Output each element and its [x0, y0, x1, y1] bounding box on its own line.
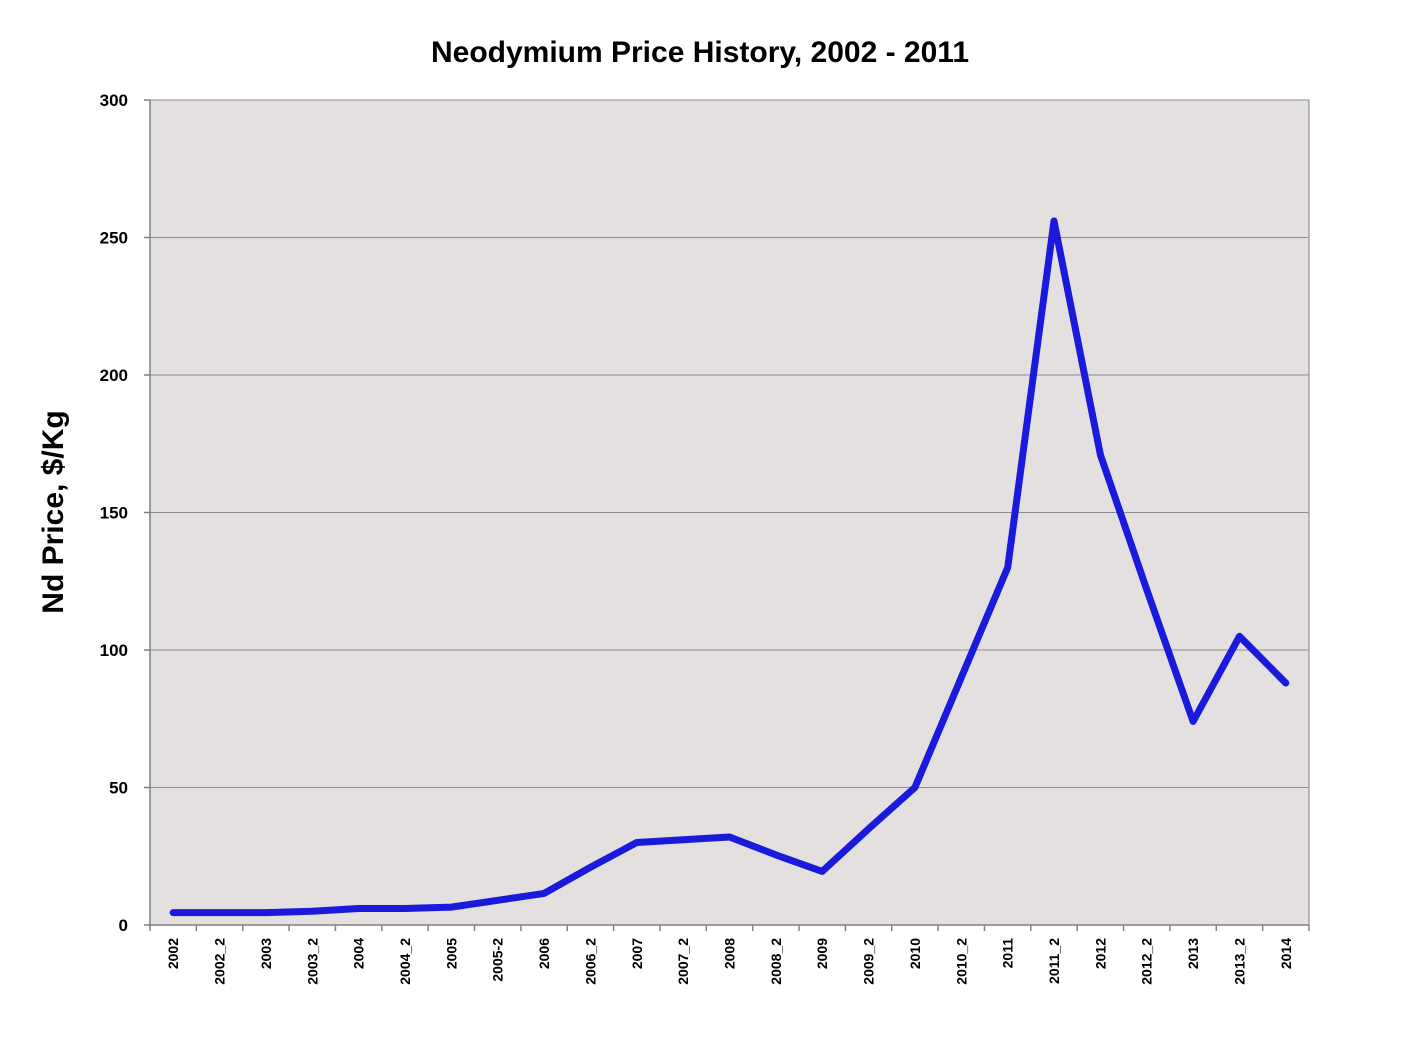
data-point	[404, 908, 406, 909]
y-tick-label: 150	[100, 504, 128, 523]
chart-title: Neodymium Price History, 2002 - 2011	[431, 36, 969, 69]
x-tick-label: 2003	[258, 938, 274, 969]
x-tick-label: 2005-2	[490, 938, 506, 982]
x-tick-label: 2006_2	[582, 938, 598, 985]
y-tick-label: 100	[100, 641, 128, 660]
y-axis-label: Nd Price, $/Kg	[37, 410, 70, 613]
data-point	[821, 870, 823, 872]
y-tick-label: 50	[109, 779, 128, 798]
gridlines	[150, 99, 1309, 788]
x-tick-label: 2006	[536, 938, 552, 969]
x-tick-label: 2008	[722, 938, 738, 969]
data-point	[358, 908, 360, 909]
y-tick-label: 200	[100, 366, 128, 385]
data-point	[960, 677, 962, 678]
data-point	[1099, 454, 1101, 456]
x-tick-label: 2009	[814, 938, 830, 969]
data-point	[265, 912, 267, 914]
data-point	[636, 842, 638, 843]
data-point	[775, 854, 777, 856]
x-tick-label: 2010_2	[953, 938, 969, 985]
x-tick-label: 2002	[165, 938, 181, 969]
x-tick-label: 2004	[351, 938, 367, 969]
data-point	[1285, 682, 1287, 684]
x-tick-label: 2002_2	[212, 938, 228, 985]
data-point	[450, 906, 452, 908]
x-tick-label: 2012_2	[1139, 938, 1155, 985]
data-point	[914, 787, 916, 788]
data-point	[311, 910, 313, 912]
x-tick-label: 2005	[443, 938, 459, 969]
x-tick-label: 2009_2	[861, 938, 877, 985]
x-tick-label: 2013	[1185, 938, 1201, 969]
y-tick-label: 0	[119, 916, 128, 935]
data-point	[682, 839, 684, 841]
x-tick-label: 2007	[629, 938, 645, 969]
data-point	[497, 899, 499, 901]
series-layer	[169, 217, 1290, 917]
x-tick-label: 2011	[1000, 938, 1016, 969]
x-tick-label: 2003_2	[304, 938, 320, 985]
x-tick-label: 2007_2	[675, 938, 691, 985]
data-point	[868, 828, 870, 830]
y-axis-ticks: 0 50 100 150 200 250 300	[100, 91, 150, 935]
x-tick-label: 2008_2	[768, 938, 784, 985]
data-point	[1053, 220, 1055, 222]
x-tick-label: 2013_2	[1231, 938, 1247, 985]
x-tick-label: 2010	[907, 938, 923, 969]
data-point	[1146, 589, 1148, 590]
x-axis-ticks: 2002 2002_2 2003 2003_2 2004 2004_2 2005 2005-2…	[149, 925, 1310, 985]
data-point	[729, 836, 730, 838]
x-tick-label: 2011_2	[1046, 938, 1062, 984]
data-point	[589, 866, 591, 868]
x-tick-label: 2014	[1278, 938, 1294, 969]
data-point	[219, 912, 221, 914]
data-point	[172, 912, 174, 914]
y-tick-label: 250	[100, 229, 128, 248]
data-point	[1007, 567, 1009, 568]
x-tick-label: 2012	[1092, 938, 1108, 969]
x-tick-label: 2004_2	[397, 938, 413, 985]
data-point	[1238, 635, 1240, 637]
y-tick-label: 300	[100, 91, 128, 110]
data-point	[543, 892, 545, 894]
data-point	[1192, 721, 1194, 722]
